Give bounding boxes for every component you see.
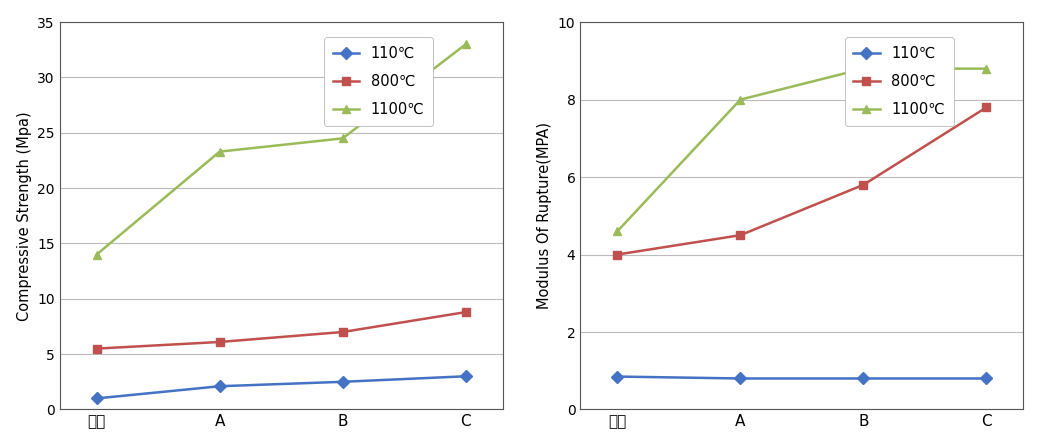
Y-axis label: Modulus Of Rupture(MPA): Modulus Of Rupture(MPA) [538, 122, 552, 310]
Legend: 110℃, 800℃, 1100℃: 110℃, 800℃, 1100℃ [844, 37, 954, 126]
Y-axis label: Compressive Strength (Mpa): Compressive Strength (Mpa) [17, 111, 31, 321]
Legend: 110℃, 800℃, 1100℃: 110℃, 800℃, 1100℃ [323, 37, 433, 126]
